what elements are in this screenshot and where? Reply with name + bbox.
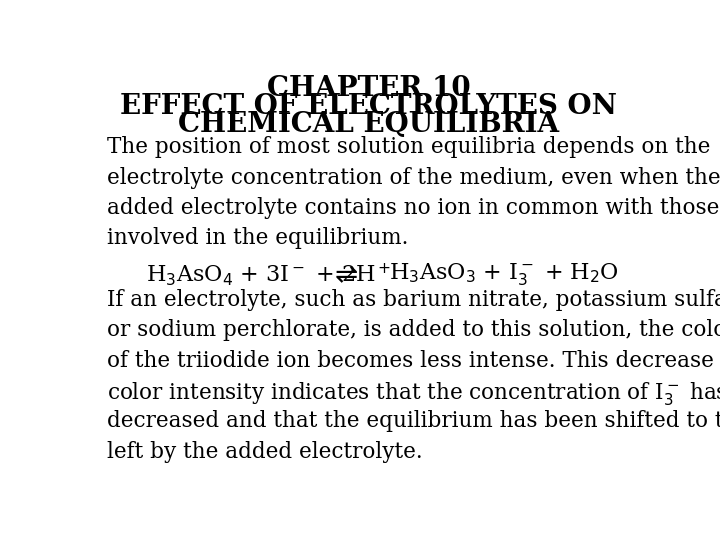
Text: electrolyte concentration of the medium, even when the: electrolyte concentration of the medium,… (107, 167, 720, 188)
Text: decreased and that the equilibrium has been shifted to the: decreased and that the equilibrium has b… (107, 410, 720, 433)
Text: CHEMICAL EQUILIBRIA: CHEMICAL EQUILIBRIA (179, 111, 559, 138)
Text: CHAPTER 10: CHAPTER 10 (267, 75, 471, 102)
Text: H$_3$AsO$_3$ + I$_3^-$ + H$_2$O: H$_3$AsO$_3$ + I$_3^-$ + H$_2$O (389, 261, 618, 287)
Text: left by the added electrolyte.: left by the added electrolyte. (107, 441, 423, 463)
Text: EFFECT OF ELECTROLYTES ON: EFFECT OF ELECTROLYTES ON (120, 93, 618, 120)
Text: or sodium perchlorate, is added to this solution, the color: or sodium perchlorate, is added to this … (107, 319, 720, 341)
Text: $\rightleftharpoons$: $\rightleftharpoons$ (329, 261, 359, 289)
Text: color intensity indicates that the concentration of I$_3^-$ has: color intensity indicates that the conce… (107, 380, 720, 407)
Text: of the triiodide ion becomes less intense. This decrease in: of the triiodide ion becomes less intens… (107, 350, 720, 372)
Text: The position of most solution equilibria depends on the: The position of most solution equilibria… (107, 136, 710, 158)
Text: involved in the equilibrium.: involved in the equilibrium. (107, 227, 408, 249)
Text: added electrolyte contains no ion in common with those: added electrolyte contains no ion in com… (107, 197, 719, 219)
Text: If an electrolyte, such as barium nitrate, potassium sulfate,: If an electrolyte, such as barium nitrat… (107, 289, 720, 311)
Text: H$_3$AsO$_4$ + 3I$^-$ + 2H$^+$: H$_3$AsO$_4$ + 3I$^-$ + 2H$^+$ (145, 261, 391, 288)
